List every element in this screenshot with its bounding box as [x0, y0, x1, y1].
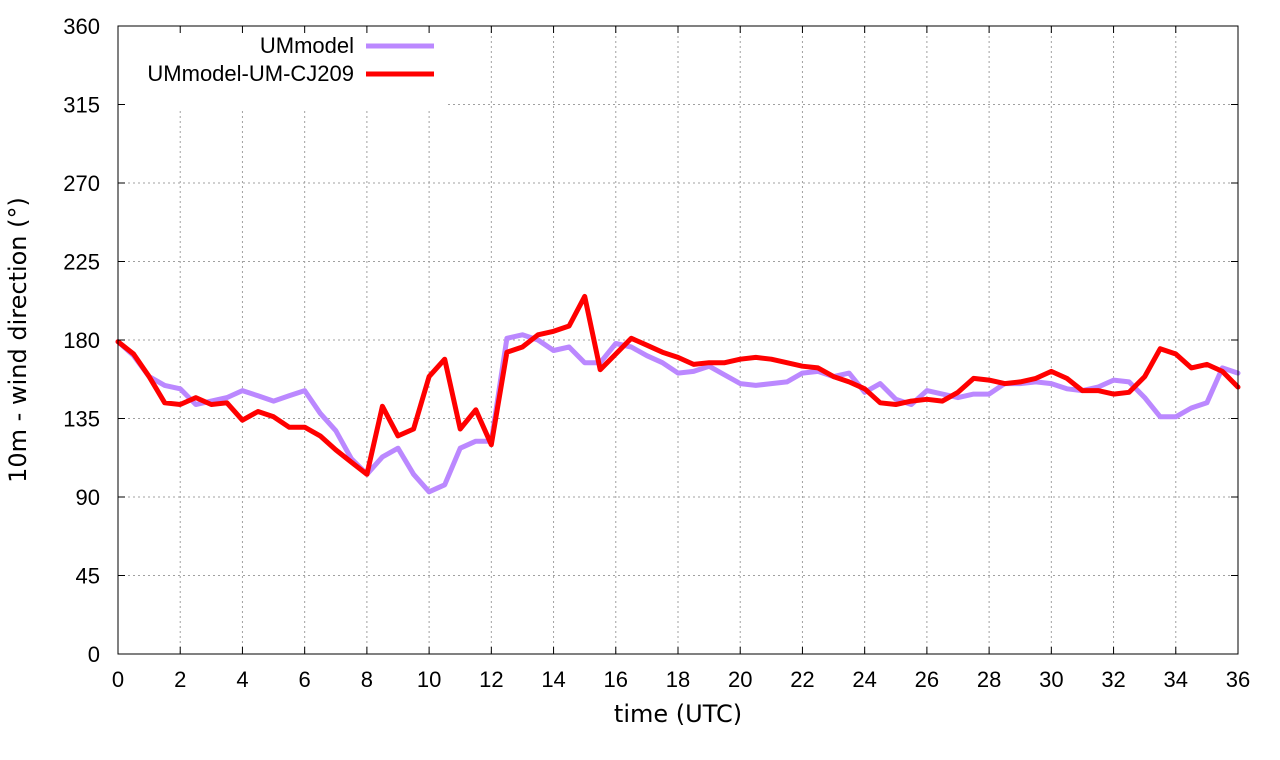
- series-line-ummodel-um-cj209: [115, 293, 1241, 477]
- x-tick-label: 2: [174, 667, 186, 692]
- x-axis-title: time (UTC): [614, 700, 742, 728]
- x-tick-label: 28: [977, 667, 1001, 692]
- y-tick-label: 45: [76, 564, 100, 589]
- legend-box: [119, 27, 447, 111]
- y-axis-title: 10m - wind direction (°): [4, 197, 32, 483]
- x-tick-label: 30: [1039, 667, 1063, 692]
- x-tick-label: 18: [666, 667, 690, 692]
- y-tick-label: 270: [63, 171, 100, 196]
- x-tick-label: 32: [1101, 667, 1125, 692]
- x-tick-label: 24: [852, 667, 876, 692]
- legend: UMmodel UMmodel-UM-CJ209: [147, 33, 434, 86]
- y-tick-label: 225: [63, 250, 100, 275]
- x-tick-label: 0: [112, 667, 124, 692]
- x-tick-label: 14: [541, 667, 565, 692]
- x-tick-label: 12: [479, 667, 503, 692]
- x-tick-label: 10: [417, 667, 441, 692]
- x-tick-label: 4: [236, 667, 248, 692]
- legend-label: UMmodel-UM-CJ209: [147, 61, 354, 86]
- legend-label: UMmodel: [260, 33, 354, 58]
- x-tick-label: 36: [1226, 667, 1250, 692]
- x-tick-label: 34: [1164, 667, 1188, 692]
- y-tick-label: 135: [63, 407, 100, 432]
- x-tick-labels: 0 2 4 6 8 10 12 14 16 18 20 22 24 26 28 30 32 34 36: [112, 667, 1250, 692]
- x-tick-label: 26: [915, 667, 939, 692]
- grid: [118, 26, 1238, 654]
- y-tick-label: 315: [63, 93, 100, 118]
- x-tick-label: 6: [299, 667, 311, 692]
- x-tick-label: 22: [790, 667, 814, 692]
- y-tick-labels: 0 45 90 135 180 225 270 315 360: [63, 14, 100, 667]
- x-tick-label: 8: [361, 667, 373, 692]
- x-tick-label: 20: [728, 667, 752, 692]
- y-tick-label: 360: [63, 14, 100, 39]
- y-tick-label: 180: [63, 328, 100, 353]
- tick-marks: [117, 25, 1239, 655]
- legend-background: [119, 27, 447, 111]
- y-tick-label: 0: [88, 642, 100, 667]
- series-group: [115, 293, 1241, 495]
- x-tick-label: 16: [604, 667, 628, 692]
- y-tick-label: 90: [76, 485, 100, 510]
- series-line-ummodel: [115, 332, 1241, 495]
